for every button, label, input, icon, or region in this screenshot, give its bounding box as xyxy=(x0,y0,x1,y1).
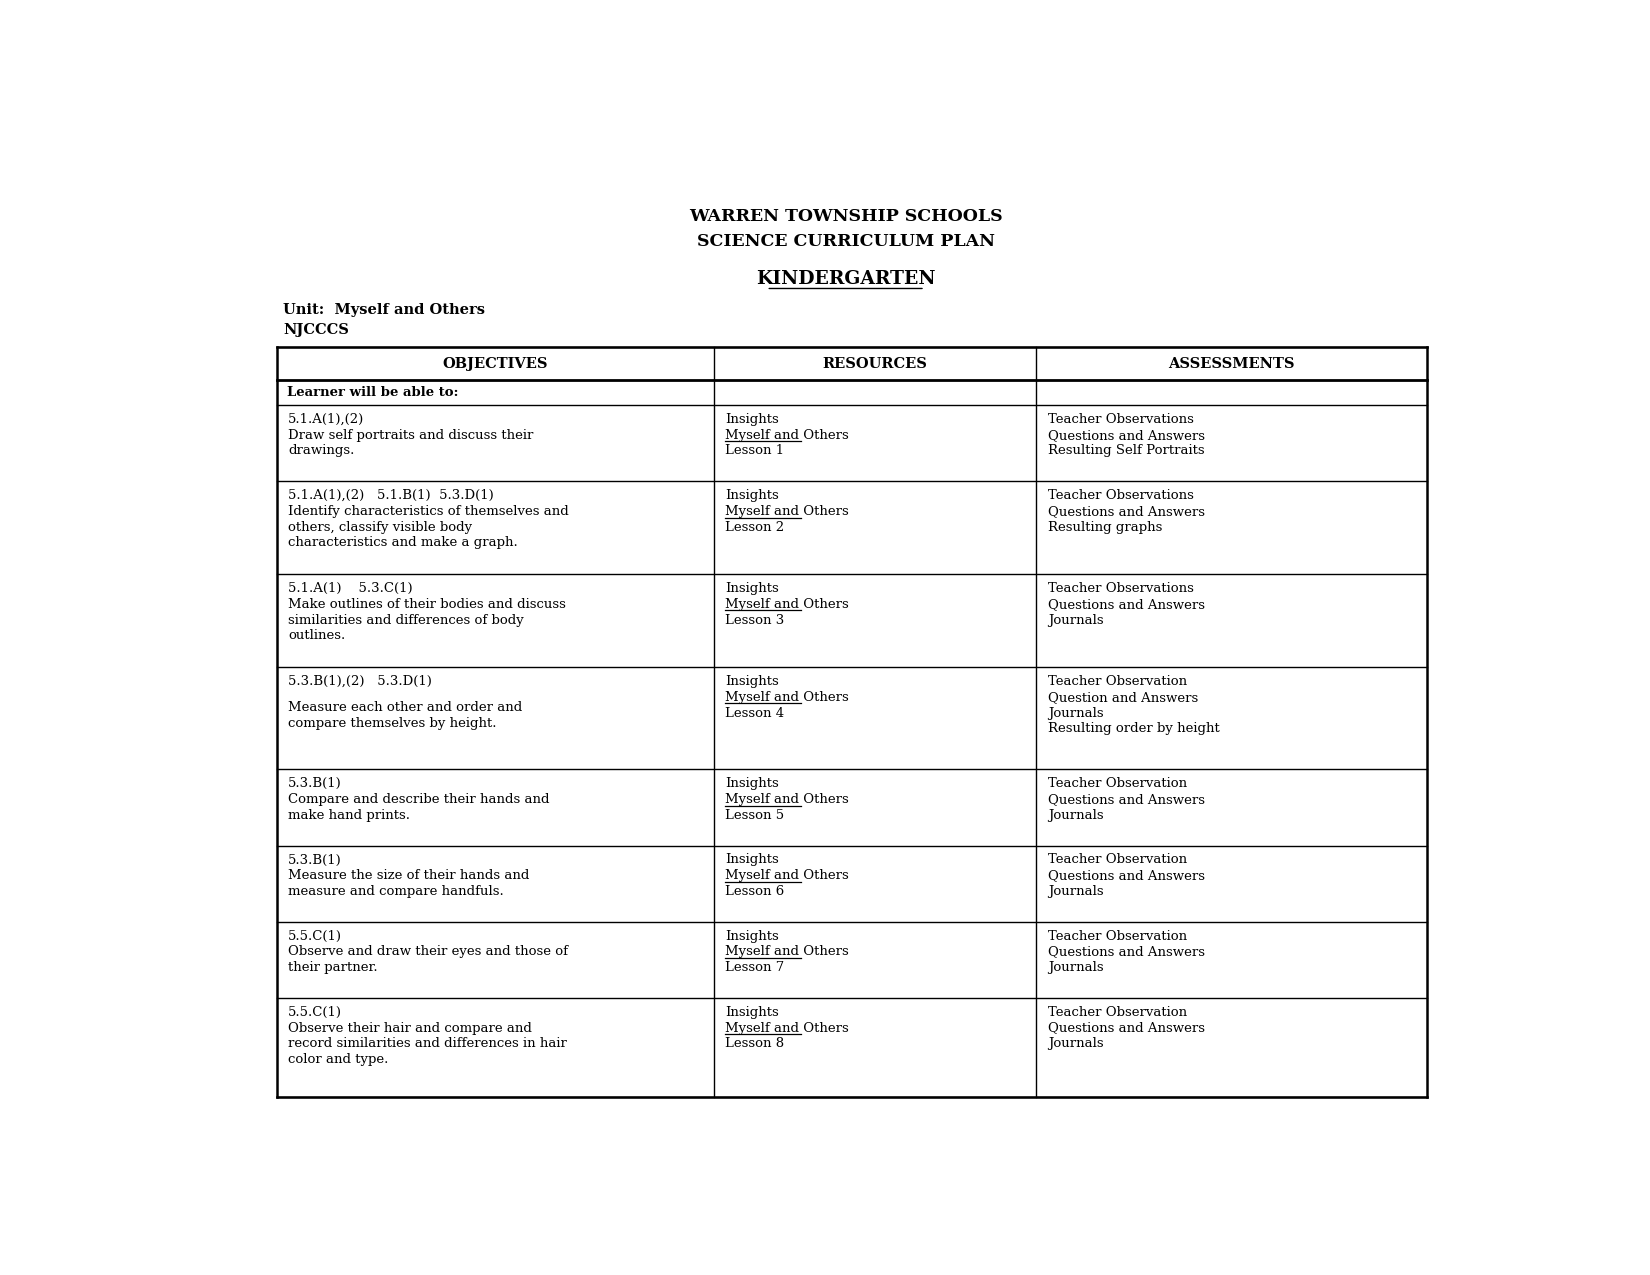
Text: characteristics and make a graph.: characteristics and make a graph. xyxy=(289,537,518,550)
Text: 5.1.A(1)    5.3.C(1): 5.1.A(1) 5.3.C(1) xyxy=(289,583,412,595)
Text: Insights: Insights xyxy=(726,1006,779,1019)
Text: Insights: Insights xyxy=(726,490,779,502)
Text: RESOURCES: RESOURCES xyxy=(823,357,927,371)
Text: Lesson 1: Lesson 1 xyxy=(726,445,784,458)
Text: Lesson 7: Lesson 7 xyxy=(726,961,785,974)
Text: Unit:  Myself and Others: Unit: Myself and Others xyxy=(284,303,485,317)
Text: 5.5.C(1): 5.5.C(1) xyxy=(289,929,342,942)
Text: Learner will be able to:: Learner will be able to: xyxy=(287,386,459,399)
Text: Myself and Others: Myself and Others xyxy=(726,691,850,704)
Text: Lesson 8: Lesson 8 xyxy=(726,1038,784,1051)
Text: color and type.: color and type. xyxy=(289,1053,388,1066)
Text: Resulting Self Portraits: Resulting Self Portraits xyxy=(1048,445,1204,458)
Text: SCIENCE CURRICULUM PLAN: SCIENCE CURRICULUM PLAN xyxy=(696,233,995,250)
Text: Journals: Journals xyxy=(1048,808,1104,822)
Text: Questions and Answers: Questions and Answers xyxy=(1048,870,1204,882)
Text: Teacher Observation: Teacher Observation xyxy=(1048,778,1186,790)
Text: Observe their hair and compare and: Observe their hair and compare and xyxy=(289,1021,531,1034)
Text: others, classify visible body: others, classify visible body xyxy=(289,520,472,534)
Text: Compare and describe their hands and: Compare and describe their hands and xyxy=(289,793,549,806)
Text: Insights: Insights xyxy=(726,583,779,595)
Text: KINDERGARTEN: KINDERGARTEN xyxy=(756,270,936,288)
Text: Teacher Observations: Teacher Observations xyxy=(1048,583,1193,595)
Text: Questions and Answers: Questions and Answers xyxy=(1048,505,1204,518)
Text: Journals: Journals xyxy=(1048,961,1104,974)
Text: Question and Answers: Question and Answers xyxy=(1048,691,1198,704)
Text: Myself and Others: Myself and Others xyxy=(726,946,850,959)
Text: Identify characteristics of themselves and: Identify characteristics of themselves a… xyxy=(289,505,569,518)
Text: OBJECTIVES: OBJECTIVES xyxy=(442,357,548,371)
Text: Teacher Observations: Teacher Observations xyxy=(1048,490,1193,502)
Text: similarities and differences of body: similarities and differences of body xyxy=(289,613,523,626)
Text: Journals: Journals xyxy=(1048,1038,1104,1051)
Text: Questions and Answers: Questions and Answers xyxy=(1048,793,1204,806)
Text: NJCCCS: NJCCCS xyxy=(284,323,348,337)
Text: 5.3.B(1),(2)   5.3.D(1): 5.3.B(1),(2) 5.3.D(1) xyxy=(289,674,432,688)
Text: Questions and Answers: Questions and Answers xyxy=(1048,946,1204,959)
Text: ASSESSMENTS: ASSESSMENTS xyxy=(1168,357,1295,371)
Text: Lesson 4: Lesson 4 xyxy=(726,706,784,719)
Text: Insights: Insights xyxy=(726,778,779,790)
Text: 5.1.A(1),(2): 5.1.A(1),(2) xyxy=(289,413,365,426)
Text: Teacher Observation: Teacher Observation xyxy=(1048,853,1186,867)
Text: measure and compare handfuls.: measure and compare handfuls. xyxy=(289,885,503,898)
Text: 5.3.B(1): 5.3.B(1) xyxy=(289,853,342,867)
Text: 5.3.B(1): 5.3.B(1) xyxy=(289,778,342,790)
Text: Insights: Insights xyxy=(726,929,779,942)
Text: Draw self portraits and discuss their: Draw self portraits and discuss their xyxy=(289,428,533,441)
Text: 5.5.C(1): 5.5.C(1) xyxy=(289,1006,342,1019)
Text: Teacher Observation: Teacher Observation xyxy=(1048,929,1186,942)
Text: Journals: Journals xyxy=(1048,613,1104,626)
Text: Myself and Others: Myself and Others xyxy=(726,1021,850,1034)
Text: Myself and Others: Myself and Others xyxy=(726,870,850,882)
Text: Lesson 5: Lesson 5 xyxy=(726,808,784,822)
Text: Journals: Journals xyxy=(1048,706,1104,719)
Text: Questions and Answers: Questions and Answers xyxy=(1048,428,1204,441)
Text: Lesson 2: Lesson 2 xyxy=(726,520,784,534)
Text: Journals: Journals xyxy=(1048,885,1104,898)
Text: Lesson 6: Lesson 6 xyxy=(726,885,785,898)
Text: Teacher Observations: Teacher Observations xyxy=(1048,413,1193,426)
Text: 5.1.A(1),(2)   5.1.B(1)  5.3.D(1): 5.1.A(1),(2) 5.1.B(1) 5.3.D(1) xyxy=(289,490,493,502)
Text: Observe and draw their eyes and those of: Observe and draw their eyes and those of xyxy=(289,946,568,959)
Text: Teacher Observation: Teacher Observation xyxy=(1048,674,1186,688)
Text: Myself and Others: Myself and Others xyxy=(726,428,850,441)
Text: Resulting graphs: Resulting graphs xyxy=(1048,520,1162,534)
Text: Measure the size of their hands and: Measure the size of their hands and xyxy=(289,870,530,882)
Text: Make outlines of their bodies and discuss: Make outlines of their bodies and discus… xyxy=(289,598,566,611)
Text: Insights: Insights xyxy=(726,413,779,426)
Text: Measure each other and order and: Measure each other and order and xyxy=(289,701,523,714)
Text: Myself and Others: Myself and Others xyxy=(726,598,850,611)
Text: make hand prints.: make hand prints. xyxy=(289,808,411,822)
Text: Myself and Others: Myself and Others xyxy=(726,505,850,518)
Text: Insights: Insights xyxy=(726,674,779,688)
Text: WARREN TOWNSHIP SCHOOLS: WARREN TOWNSHIP SCHOOLS xyxy=(688,208,1003,226)
Text: drawings.: drawings. xyxy=(289,445,355,458)
Text: compare themselves by height.: compare themselves by height. xyxy=(289,717,497,729)
Text: Teacher Observation: Teacher Observation xyxy=(1048,1006,1186,1019)
Text: their partner.: their partner. xyxy=(289,961,378,974)
Text: Lesson 3: Lesson 3 xyxy=(726,613,785,626)
Text: record similarities and differences in hair: record similarities and differences in h… xyxy=(289,1038,568,1051)
Text: Questions and Answers: Questions and Answers xyxy=(1048,1021,1204,1034)
Text: Myself and Others: Myself and Others xyxy=(726,793,850,806)
Text: Insights: Insights xyxy=(726,853,779,867)
Text: outlines.: outlines. xyxy=(289,630,345,643)
Text: Resulting order by height: Resulting order by height xyxy=(1048,723,1219,736)
Text: Questions and Answers: Questions and Answers xyxy=(1048,598,1204,611)
